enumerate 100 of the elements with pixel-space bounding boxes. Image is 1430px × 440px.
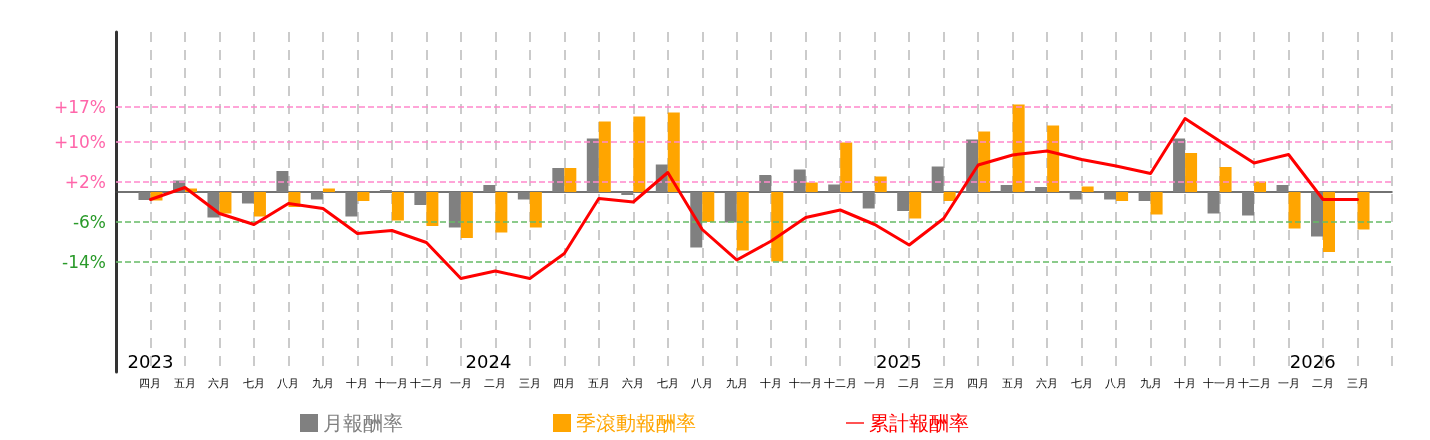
bar — [862, 192, 875, 209]
x-tick-label: 五月 — [1001, 377, 1024, 390]
x-tick-label: 六月 — [208, 377, 231, 390]
x-tick-label: 一月 — [1277, 377, 1300, 390]
bar — [276, 171, 289, 192]
bar — [138, 192, 151, 200]
bar — [1150, 192, 1163, 215]
x-tick-label: 九月 — [1139, 377, 1162, 390]
x-tick-label: 八月 — [691, 377, 714, 390]
x-tick-label: 十月 — [760, 377, 783, 390]
bar — [219, 192, 232, 214]
bar — [310, 192, 323, 200]
bar — [1219, 167, 1232, 192]
bar — [564, 168, 577, 192]
annotation: 2026 — [1289, 350, 1336, 372]
x-tick-label: 十二月 — [823, 377, 857, 390]
x-tick-label: 五月 — [173, 377, 196, 390]
x-tick-label: 六月 — [622, 377, 645, 390]
y-tick-label: +17% — [53, 97, 106, 117]
bar — [529, 192, 542, 228]
bar — [241, 192, 254, 204]
bar — [1035, 187, 1048, 192]
bar — [978, 131, 991, 192]
x-tick-label: 九月 — [725, 377, 748, 390]
x-tick-label: 七月 — [656, 377, 679, 390]
x-tick-label: 十月 — [346, 377, 369, 390]
bar — [943, 192, 956, 201]
legend-label: 月報酬率 — [323, 411, 403, 435]
bar — [1012, 104, 1025, 192]
bar — [1357, 192, 1370, 230]
line-series — [148, 117, 1360, 280]
x-tick-label: 十月 — [1174, 377, 1197, 390]
bar — [253, 192, 266, 217]
bar — [345, 192, 358, 217]
bar — [552, 168, 565, 192]
bar — [759, 175, 772, 192]
bar — [1276, 185, 1289, 192]
bar — [448, 192, 461, 228]
y-tick-label: -14% — [62, 252, 106, 272]
x-tick-label: 十一月 — [1203, 377, 1237, 390]
x-tick-label: 八月 — [1105, 377, 1128, 390]
legend-label: 季滾動報酬率 — [576, 411, 696, 435]
bar — [1207, 192, 1220, 214]
bar — [460, 192, 473, 238]
bar — [1242, 192, 1255, 216]
bar — [483, 185, 496, 192]
bar — [426, 192, 439, 226]
y-tick-label: +10% — [53, 132, 106, 152]
x-tick-label: 三月 — [932, 377, 955, 390]
x-tick-label: 七月 — [1070, 377, 1093, 390]
x-tick-label: 三月 — [518, 377, 541, 390]
x-tick-label: 二月 — [484, 377, 507, 390]
bar — [1323, 192, 1336, 252]
x-tick-label: 九月 — [311, 377, 334, 390]
x-tick-label: 十一月 — [789, 377, 823, 390]
bar — [828, 184, 841, 192]
bar — [702, 192, 715, 222]
x-tick-label: 二月 — [898, 377, 921, 390]
x-tick-label: 六月 — [1036, 377, 1059, 390]
bar — [391, 192, 404, 221]
x-tick-label: 一月 — [863, 377, 886, 390]
bar — [517, 192, 530, 200]
x-tick-label: 五月 — [587, 377, 610, 390]
bar — [357, 192, 370, 201]
bar — [1288, 192, 1301, 229]
bar — [793, 169, 806, 192]
x-tick-label: 四月 — [139, 377, 162, 390]
x-tick-label: 八月 — [277, 377, 300, 390]
bar — [1173, 138, 1186, 192]
x-tick-label: 四月 — [967, 377, 990, 390]
bar — [633, 116, 646, 192]
bar — [805, 182, 818, 192]
bar — [621, 192, 634, 195]
x-tick-label: 十二月 — [1237, 377, 1271, 390]
annotation: 2023 — [127, 350, 174, 372]
annotation: 2024 — [465, 350, 512, 372]
bar — [1116, 192, 1129, 201]
x-tick-label: 三月 — [1346, 377, 1369, 390]
bar — [1185, 153, 1198, 192]
x-tick-label: 七月 — [242, 377, 265, 390]
bar — [1311, 192, 1324, 237]
y-tick-label: -6% — [72, 212, 106, 232]
bar — [1138, 192, 1151, 201]
bar — [897, 192, 910, 211]
legend-label: 累計報酬率 — [869, 411, 969, 435]
bar — [771, 192, 784, 262]
bar — [909, 192, 922, 219]
bar — [931, 166, 944, 192]
bar — [736, 192, 749, 251]
bar — [1081, 186, 1094, 192]
x-tick-label: 二月 — [1312, 377, 1335, 390]
x-tick-label: 一月 — [449, 377, 472, 390]
bar — [724, 192, 737, 223]
bar — [1104, 192, 1117, 200]
bar — [598, 121, 611, 192]
bar — [414, 192, 427, 205]
bar — [586, 138, 599, 192]
x-tick-label: 四月 — [553, 377, 576, 390]
bar — [1000, 185, 1013, 192]
x-tick-label: 十二月 — [409, 377, 443, 390]
